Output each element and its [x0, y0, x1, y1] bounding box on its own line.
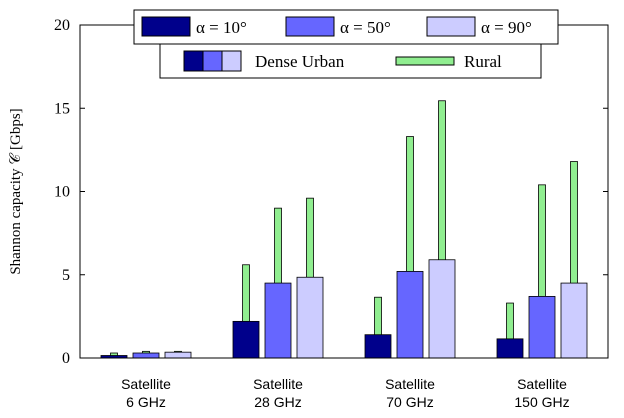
legend-swatch-rural [395, 56, 455, 66]
bar-dense-urban [364, 334, 392, 359]
legend-swatch-alpha50 [285, 16, 335, 37]
bars-layer [100, 100, 588, 359]
x-category-label: 28 GHz [254, 394, 301, 410]
bar-dense-urban [264, 282, 292, 359]
x-category-label: Satellite [517, 376, 567, 392]
x-category-label: 70 GHz [386, 394, 433, 410]
legend-label-alpha10: α = 10° [196, 18, 247, 37]
x-category-label: Satellite [385, 376, 435, 392]
bar-dense-urban [132, 352, 160, 359]
bar-dense-urban [496, 338, 524, 359]
bar-dense-urban [428, 259, 456, 359]
bar-dense-urban [164, 351, 192, 359]
legend-swatch-urban-dark [183, 50, 204, 72]
x-axis-categories: Satellite 6 GHz Satellite 28 GHz Satellite 70… [121, 376, 570, 410]
y-tick-label: 20 [54, 17, 70, 34]
x-category-label: Satellite [253, 376, 303, 392]
legend-swatch-alpha10 [141, 16, 191, 37]
legend-swatch-urban-mid [202, 50, 223, 72]
legend-label-alpha90: α = 90° [481, 18, 532, 37]
legend-label-dense-urban: Dense Urban [255, 52, 345, 71]
x-category-label: 150 GHz [514, 394, 569, 410]
legend-swatch-urban-light [221, 50, 242, 72]
legend-angle: α = 10° α = 50° α = 90° [133, 9, 559, 45]
bar-dense-urban [560, 282, 588, 359]
y-axis: 0 5 10 15 20 [54, 17, 608, 367]
y-axis-label: Shannon capacity 𝒞 [Gbps] [8, 108, 24, 274]
x-category-label: Satellite [121, 376, 171, 392]
legend-angle-box [133, 9, 559, 45]
bar-dense-urban [296, 276, 324, 359]
bar-dense-urban [232, 320, 260, 359]
bar-dense-urban [396, 271, 424, 359]
x-category-label: 6 GHz [126, 394, 166, 410]
legend-environment: Dense Urban Rural [159, 43, 542, 79]
bar-dense-urban [528, 295, 556, 359]
y-tick-label: 5 [62, 267, 70, 284]
y-tick-label: 0 [62, 350, 70, 367]
legend-label-alpha50: α = 50° [340, 18, 391, 37]
legend-swatch-alpha90 [426, 16, 476, 37]
legend-label-rural: Rural [464, 52, 502, 71]
y-tick-label: 10 [54, 184, 70, 201]
y-tick-label: 15 [54, 100, 70, 117]
